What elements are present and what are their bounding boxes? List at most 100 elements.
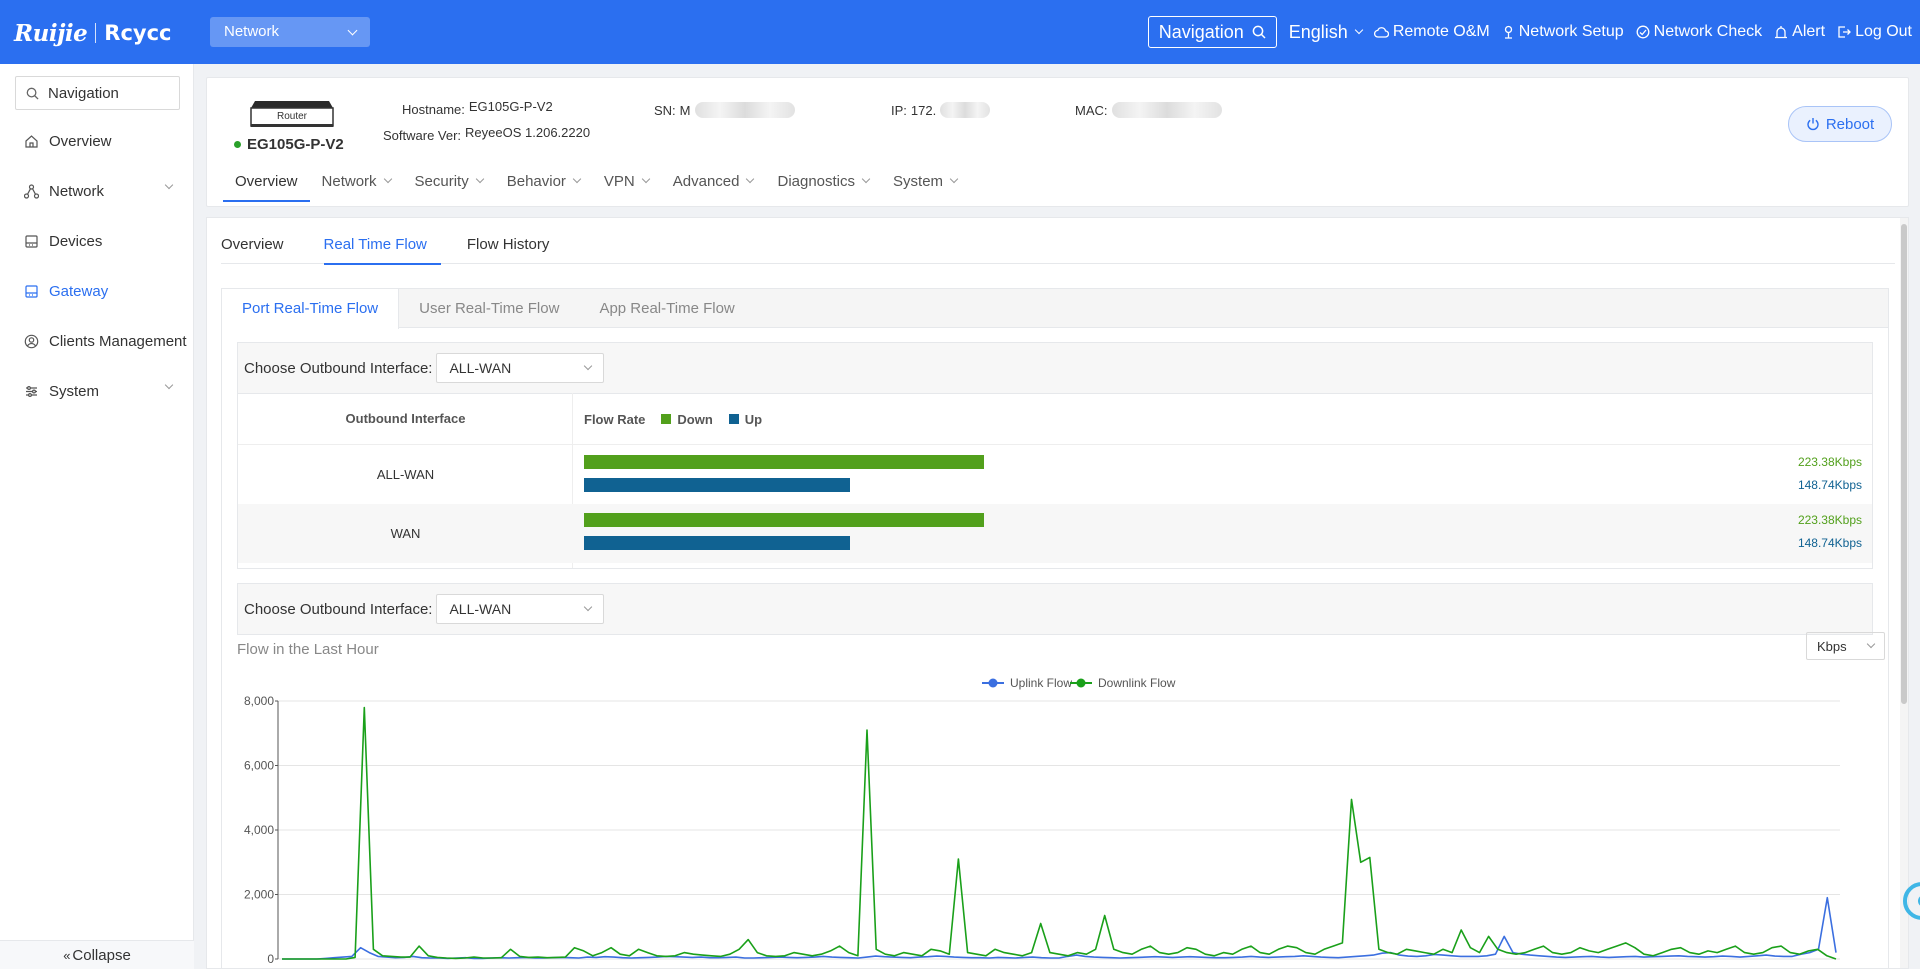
logout-link[interactable]: Log Out xyxy=(1837,23,1912,41)
legend-downlink-flow[interactable]: Downlink Flow xyxy=(1070,676,1176,690)
sidebar-item-network[interactable]: Network xyxy=(0,166,194,216)
tab-system[interactable]: System xyxy=(881,164,969,206)
sn-field: SN: M xyxy=(654,102,795,118)
legend-uplink-flow[interactable]: Uplink Flow xyxy=(982,676,1072,690)
sidebar-item-label: Devices xyxy=(49,233,102,250)
navigation-search-label: Navigation xyxy=(1159,22,1244,43)
tab-label: Flow History xyxy=(467,236,550,253)
chevron-down-icon xyxy=(1867,640,1875,648)
tab-label: Port Real-Time Flow xyxy=(242,300,378,317)
header-flow-rate: Flow Rate Down Up xyxy=(584,393,762,445)
chevron-down-icon xyxy=(1355,26,1363,34)
interface-choose-bar: Choose Outbound Interface: ALL-WAN xyxy=(237,342,1873,394)
software-version-field: Software Ver: ReyeeOS 1.206.2220 xyxy=(383,128,590,143)
tab-label: Real Time Flow xyxy=(324,236,427,253)
top-actions: Navigation English Remote O&M Network Se… xyxy=(1148,16,1912,48)
tab-user-real-time-flow[interactable]: User Real-Time Flow xyxy=(399,289,579,328)
interface-name: ALL-WAN xyxy=(238,445,573,504)
search-icon xyxy=(26,87,39,100)
up-legend-swatch xyxy=(729,414,739,424)
help-widget-icon[interactable] xyxy=(1900,878,1920,924)
chart-title: Flow in the Last Hour xyxy=(237,641,379,658)
tab-security[interactable]: Security xyxy=(403,164,495,206)
remote-om-link[interactable]: Remote O&M xyxy=(1374,23,1490,41)
tab-real-time-flow[interactable]: Real Time Flow xyxy=(324,230,441,264)
chart-outbound-interface-select[interactable]: ALL-WAN xyxy=(436,594,604,624)
tab-flow-overview[interactable]: Overview xyxy=(221,230,298,264)
tab-vpn[interactable]: VPN xyxy=(592,164,661,206)
ip-label: IP: xyxy=(891,103,907,118)
network-check-link[interactable]: Network Check xyxy=(1636,23,1762,41)
language-label: English xyxy=(1289,22,1348,43)
sidebar-item-system[interactable]: System xyxy=(0,366,194,416)
tab-label: Network xyxy=(322,164,377,200)
up-rate-bar xyxy=(584,536,850,550)
tab-label: App Real-Time Flow xyxy=(599,300,734,317)
router-image: Router xyxy=(249,98,335,128)
tab-overview[interactable]: Overview xyxy=(223,164,310,206)
sidebar-item-gateway[interactable]: Gateway xyxy=(0,266,194,316)
sidebar-item-clients-management[interactable]: Clients Management xyxy=(0,316,194,366)
downlink-flow-series-line xyxy=(282,708,1836,960)
legend-marker xyxy=(989,679,998,688)
mac-label: MAC: xyxy=(1075,103,1108,118)
logo-divider xyxy=(95,23,96,43)
sidebar-search[interactable]: Navigation xyxy=(15,76,180,110)
sidebar-item-overview[interactable]: Overview xyxy=(0,116,194,166)
unit-select-value: Kbps xyxy=(1817,639,1847,654)
tab-label: VPN xyxy=(604,164,635,200)
navigation-search-button[interactable]: Navigation xyxy=(1148,16,1277,48)
network-select[interactable]: Network xyxy=(210,17,370,47)
chart-interface-choose-bar: Choose Outbound Interface: ALL-WAN xyxy=(237,583,1873,635)
down-legend-swatch xyxy=(661,414,671,424)
topology-icon xyxy=(24,184,39,199)
tab-network[interactable]: Network xyxy=(310,164,403,206)
hostname-field: Hostname: EG105G-P-V2 xyxy=(402,102,553,117)
down-rate-value: 223.38Kbps xyxy=(1798,455,1862,469)
device-icon xyxy=(24,234,39,249)
outbound-interface-value: ALL-WAN xyxy=(449,360,511,376)
home-icon xyxy=(24,134,39,149)
ip-value: 172. xyxy=(911,103,936,118)
alert-link[interactable]: Alert xyxy=(1774,23,1825,41)
tab-behavior[interactable]: Behavior xyxy=(495,164,592,206)
logo-ruijie: Ruijie xyxy=(14,20,87,47)
logo-reyee: Rcycc xyxy=(104,21,171,45)
mac-redacted xyxy=(1112,102,1222,118)
brand-logo: Ruijie Rcycc xyxy=(14,20,172,46)
tab-app-real-time-flow[interactable]: App Real-Time Flow xyxy=(579,289,754,328)
y-tick-label: 4,000 xyxy=(244,823,274,837)
flow-line-chart: 8,0006,0004,0002,0000Uplink Flow Downlink… xyxy=(222,659,1888,969)
device-name-text: EG105G-P-V2 xyxy=(247,136,344,153)
reboot-button[interactable]: Reboot xyxy=(1788,106,1892,142)
down-rate-value: 223.38Kbps xyxy=(1798,513,1862,527)
hostname-value: EG105G-P-V2 xyxy=(469,99,553,114)
sn-label: SN: xyxy=(654,103,676,118)
table-header: Outbound Interface Flow Rate Down Up xyxy=(238,393,1872,445)
online-status-dot xyxy=(234,141,241,148)
flow-box: Port Real-Time Flow User Real-Time Flow … xyxy=(221,288,1889,969)
outbound-interface-select[interactable]: ALL-WAN xyxy=(436,353,604,383)
sidebar-item-devices[interactable]: Devices xyxy=(0,216,194,266)
scrollbar-track[interactable] xyxy=(1900,218,1908,968)
unit-select[interactable]: Kbps xyxy=(1806,632,1885,660)
network-setup-link[interactable]: Network Setup xyxy=(1502,23,1624,41)
tab-label: Behavior xyxy=(507,164,566,200)
tab-port-real-time-flow[interactable]: Port Real-Time Flow xyxy=(222,289,399,329)
settings-icon xyxy=(24,384,39,399)
tab-diagnostics[interactable]: Diagnostics xyxy=(765,164,881,206)
tab-flow-history[interactable]: Flow History xyxy=(467,230,564,264)
collapse-button[interactable]: « Collapse xyxy=(0,940,194,969)
table-row: WAN 223.38Kbps 148.74Kbps xyxy=(238,504,1872,563)
remote-om-label: Remote O&M xyxy=(1393,23,1490,41)
tab-label: User Real-Time Flow xyxy=(419,300,559,317)
hostname-label: Hostname: xyxy=(402,102,465,117)
legend-label: Uplink Flow xyxy=(1010,676,1072,690)
up-legend-label: Up xyxy=(745,412,762,427)
tab-advanced[interactable]: Advanced xyxy=(661,164,766,206)
legend-label: Downlink Flow xyxy=(1098,676,1176,690)
device-name: EG105G-P-V2 xyxy=(234,136,344,153)
language-select[interactable]: English xyxy=(1289,22,1362,43)
scrollbar-thumb[interactable] xyxy=(1901,224,1907,704)
sidebar-item-label: Network xyxy=(49,183,104,200)
